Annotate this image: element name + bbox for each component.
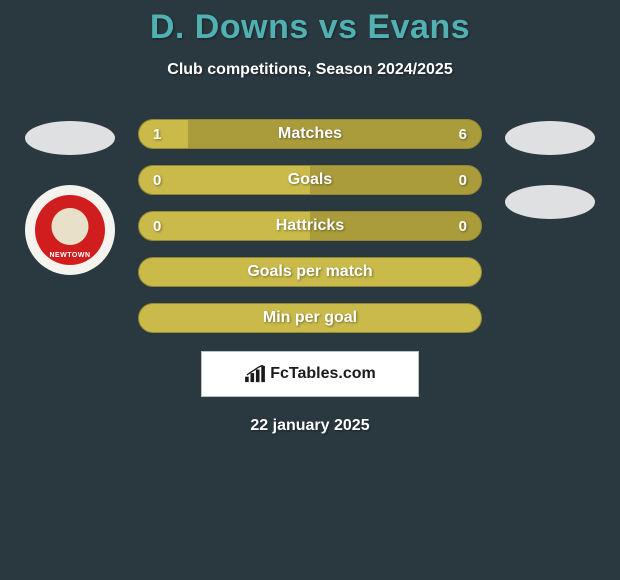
left-player-col: NEWTOWN	[20, 119, 120, 275]
stat-bar-hattricks: 0 Hattricks 0	[138, 211, 482, 241]
right-club-placeholder	[505, 185, 595, 219]
badge-club-name: NEWTOWN	[35, 252, 105, 259]
stat-label: Goals per match	[139, 258, 481, 286]
stat-label: Goals	[139, 166, 481, 194]
left-club-badge: NEWTOWN	[25, 185, 115, 275]
date: 22 january 2025	[0, 417, 620, 435]
stat-right-value: 6	[459, 120, 467, 148]
subtitle: Club competitions, Season 2024/2025	[0, 61, 620, 79]
stat-label: Hattricks	[139, 212, 481, 240]
stat-bar-goals-per-match: Goals per match	[138, 257, 482, 287]
stat-right-value: 0	[459, 166, 467, 194]
stat-label: Matches	[139, 120, 481, 148]
stat-bar-goals: 0 Goals 0	[138, 165, 482, 195]
badge-graphic: NEWTOWN	[35, 195, 105, 265]
right-player-col	[500, 119, 600, 219]
stat-right-value: 0	[459, 212, 467, 240]
stats-bars: 1 Matches 6 0 Goals 0 0 Hattricks 0 Goal…	[138, 119, 482, 333]
page-title: D. Downs vs Evans	[0, 8, 620, 47]
stat-bar-matches: 1 Matches 6	[138, 119, 482, 149]
logo-text: FcTables.com	[270, 365, 376, 383]
right-player-avatar	[505, 121, 595, 155]
chart-icon	[244, 365, 266, 383]
main-row: NEWTOWN 1 Matches 6 0 Goals 0 0 Hattrick…	[0, 119, 620, 333]
stat-bar-min-per-goal: Min per goal	[138, 303, 482, 333]
source-logo: FcTables.com	[201, 351, 419, 397]
comparison-card: D. Downs vs Evans Club competitions, Sea…	[0, 0, 620, 435]
left-player-avatar	[25, 121, 115, 155]
stat-label: Min per goal	[139, 304, 481, 332]
